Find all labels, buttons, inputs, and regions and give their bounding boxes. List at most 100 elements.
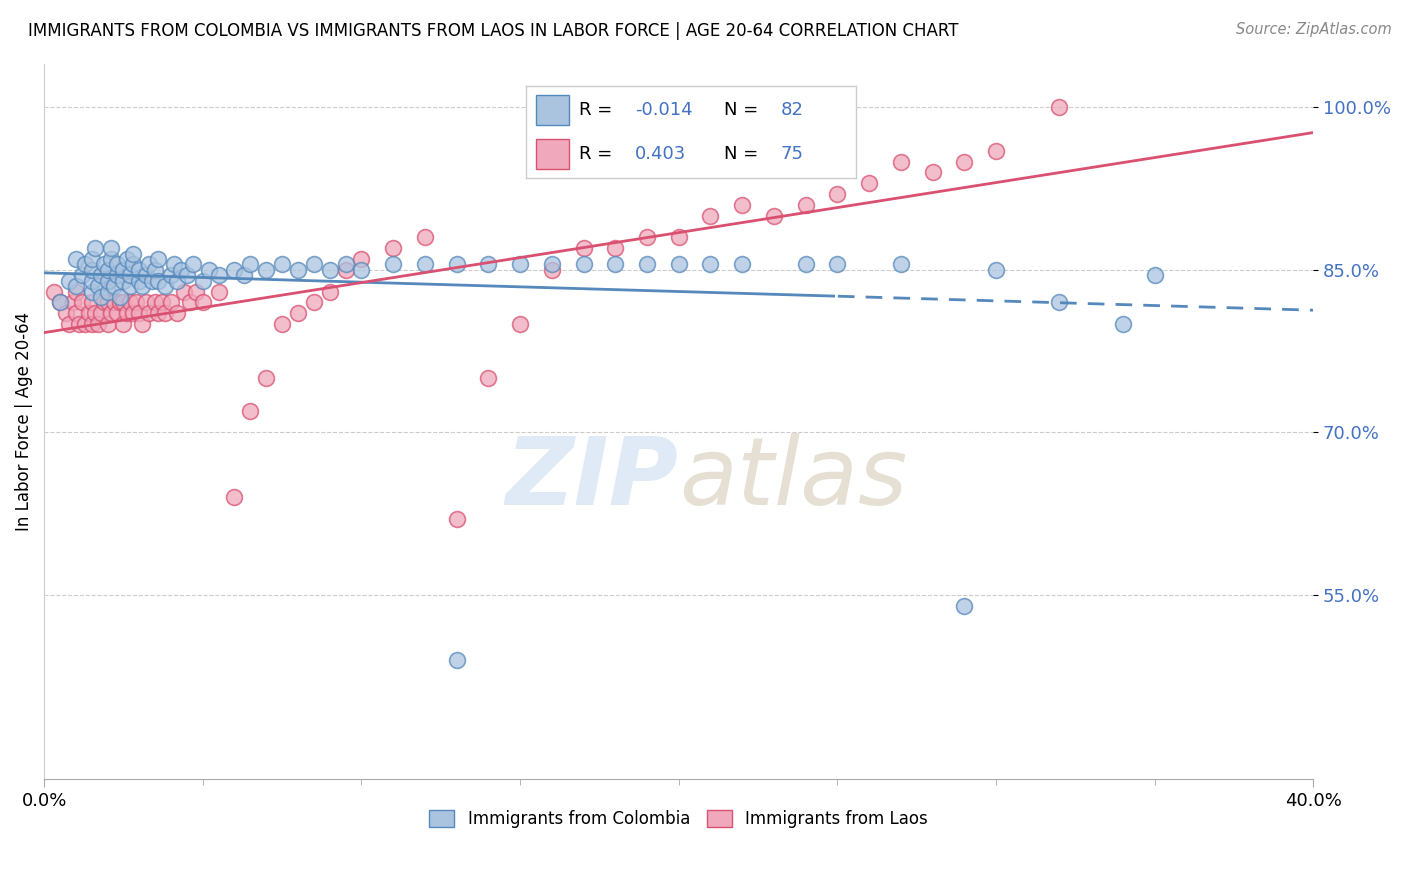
Point xyxy=(42,285,65,299)
Point xyxy=(191,295,214,310)
Y-axis label: In Labor Force | Age 20-64: In Labor Force | Age 20-64 xyxy=(15,312,32,531)
Text: IMMIGRANTS FROM COLOMBIA VS IMMIGRANTS FROM LAOS IN LABOR FORCE | AGE 20-64 CORR: IMMIGRANTS FROM COLOMBIA VS IMMIGRANTS F… xyxy=(28,22,959,40)
Point xyxy=(49,295,72,310)
Point xyxy=(97,295,120,310)
Point xyxy=(605,257,627,271)
Point xyxy=(179,295,201,310)
Point xyxy=(97,285,120,299)
Point xyxy=(77,306,100,320)
Point xyxy=(135,268,157,283)
Point xyxy=(984,144,1007,158)
Point xyxy=(762,209,785,223)
Point xyxy=(224,263,246,277)
Point xyxy=(122,257,145,271)
Point xyxy=(75,317,97,331)
Point xyxy=(731,257,754,271)
Point xyxy=(509,257,531,271)
Point xyxy=(446,512,468,526)
Point xyxy=(80,317,103,331)
Point xyxy=(1112,317,1135,331)
Point xyxy=(49,295,72,310)
Point xyxy=(477,257,499,271)
Point xyxy=(93,295,115,310)
Point xyxy=(271,257,294,271)
Point xyxy=(636,257,658,271)
Point xyxy=(335,263,357,277)
Point xyxy=(953,154,976,169)
Point xyxy=(302,257,325,271)
Point xyxy=(239,403,262,417)
Point xyxy=(65,252,87,266)
Point xyxy=(87,317,110,331)
Point xyxy=(699,209,721,223)
Point xyxy=(605,241,627,255)
Point xyxy=(122,306,145,320)
Point xyxy=(1143,268,1166,283)
Point xyxy=(207,285,229,299)
Text: ZIP: ZIP xyxy=(506,433,679,524)
Point xyxy=(97,317,120,331)
Point xyxy=(984,263,1007,277)
Point xyxy=(890,257,912,271)
Point xyxy=(100,252,122,266)
Point xyxy=(636,230,658,244)
Point xyxy=(62,295,84,310)
Point xyxy=(103,279,125,293)
Point xyxy=(186,285,208,299)
Point xyxy=(90,306,112,320)
Point xyxy=(446,653,468,667)
Point xyxy=(446,257,468,271)
Point xyxy=(827,187,849,202)
Point xyxy=(540,263,562,277)
Point xyxy=(128,306,150,320)
Point xyxy=(509,317,531,331)
Point xyxy=(131,279,153,293)
Point xyxy=(138,257,160,271)
Point xyxy=(350,263,373,277)
Point xyxy=(160,295,183,310)
Point xyxy=(112,274,135,288)
Point xyxy=(110,295,132,310)
Point xyxy=(287,263,309,277)
Point xyxy=(90,268,112,283)
Point xyxy=(112,317,135,331)
Point xyxy=(160,268,183,283)
Point xyxy=(382,257,405,271)
Point xyxy=(207,268,229,283)
Point xyxy=(65,306,87,320)
Point xyxy=(65,285,87,299)
Point xyxy=(138,306,160,320)
Point xyxy=(318,263,340,277)
Point xyxy=(1049,295,1071,310)
Point xyxy=(827,257,849,271)
Point xyxy=(413,257,436,271)
Point xyxy=(271,317,294,331)
Point xyxy=(148,274,170,288)
Point xyxy=(233,268,256,283)
Point xyxy=(80,285,103,299)
Point xyxy=(70,295,93,310)
Point xyxy=(58,317,80,331)
Point xyxy=(143,295,166,310)
Point xyxy=(125,295,148,310)
Point xyxy=(150,295,173,310)
Point xyxy=(128,263,150,277)
Point xyxy=(131,317,153,331)
Point xyxy=(100,306,122,320)
Point xyxy=(477,371,499,385)
Legend: Immigrants from Colombia, Immigrants from Laos: Immigrants from Colombia, Immigrants fro… xyxy=(423,804,935,835)
Point xyxy=(318,285,340,299)
Point xyxy=(731,198,754,212)
Point xyxy=(100,241,122,255)
Point xyxy=(105,268,128,283)
Point xyxy=(67,317,90,331)
Point xyxy=(382,241,405,255)
Point xyxy=(794,198,817,212)
Point xyxy=(173,285,195,299)
Point xyxy=(890,154,912,169)
Point xyxy=(80,274,103,288)
Point xyxy=(413,230,436,244)
Point xyxy=(97,263,120,277)
Point xyxy=(58,274,80,288)
Point xyxy=(350,252,373,266)
